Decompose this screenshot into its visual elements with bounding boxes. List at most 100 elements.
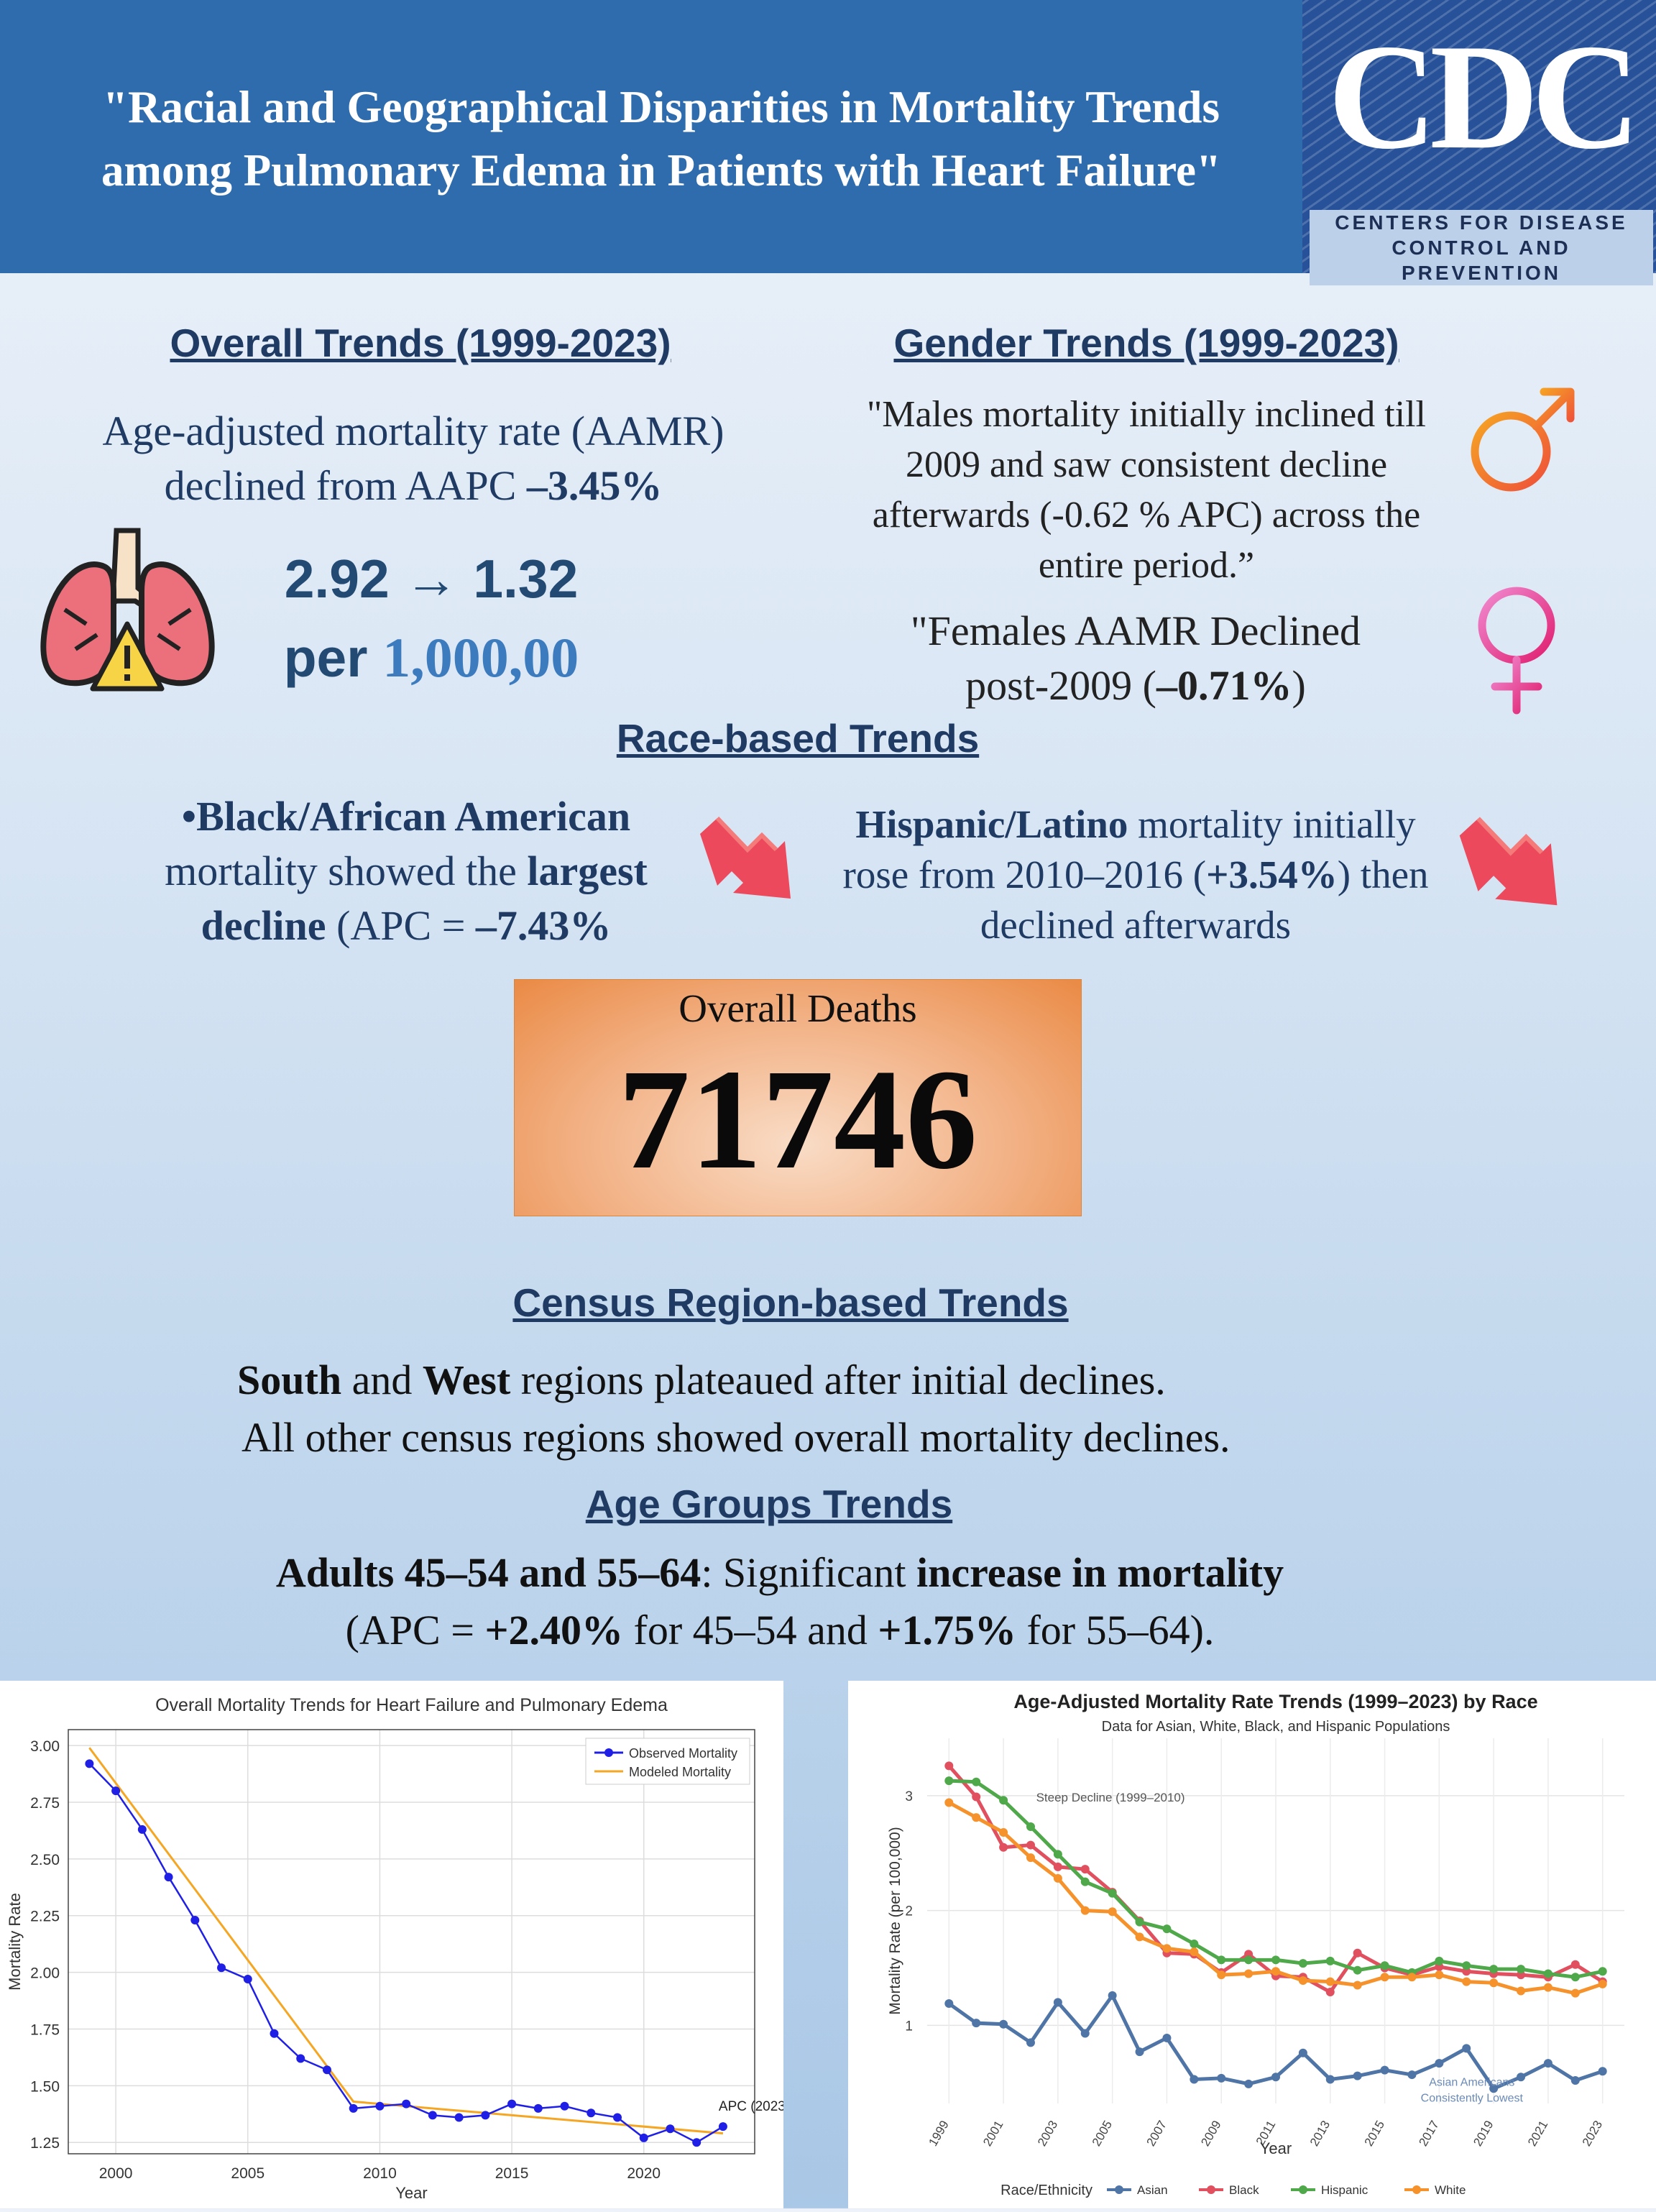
male-line-2: 2009 and saw consistent decline: [905, 444, 1388, 485]
chart2-point-asian: [1435, 2059, 1444, 2068]
chart1-ytick-label: 2.50: [30, 1852, 60, 1868]
male-line-4: entire period.”: [1038, 545, 1255, 586]
chart2-xtick-label: 2021: [1525, 2119, 1550, 2149]
chart2-point-white: [999, 1827, 1008, 1837]
census-trends-text: South and West regions plateaued after i…: [237, 1351, 1459, 1467]
chart2-point-asian: [1244, 2079, 1254, 2088]
chart2-xtick-label: 2023: [1580, 2119, 1605, 2149]
chart1-observed-point: [349, 2103, 358, 2113]
age-apc-45: +2.40%: [484, 1607, 624, 1653]
chart1-legend-observed-marker: [604, 1748, 613, 1757]
chart2-point-white: [1108, 1907, 1117, 1917]
census-line-1-rest: regions plateaued after initial declines…: [510, 1357, 1166, 1403]
census-and: and: [341, 1357, 423, 1403]
census-trends-heading: Census Region-based Trends: [512, 1280, 1069, 1325]
female-symbol-icon: [1478, 587, 1555, 715]
chart1-title: Overall Mortality Trends for Heart Failu…: [155, 1695, 668, 1715]
chart2-xtick-label: 2001: [980, 2119, 1006, 2149]
chart1-observed-point: [375, 2101, 385, 2111]
hisp-line-1: Hispanic/Latino mortality initially: [812, 799, 1459, 850]
chart2-legend-label-white: White: [1435, 2183, 1466, 2197]
chart2-xtick-label: 2009: [1198, 2119, 1223, 2149]
chart2-legend-marker-hispanic: [1299, 2185, 1307, 2194]
chart2-ytick-label: 2: [905, 1904, 913, 1919]
chart2-point-hispanic: [1517, 1965, 1526, 1974]
chart2-point-asian: [1080, 2029, 1090, 2038]
chart1-ytick-label: 2.00: [30, 1965, 60, 1982]
cdc-sub-line-1: Centers for Disease: [1335, 211, 1628, 234]
chart1-observed-point: [718, 2122, 727, 2131]
female-trend-text: "Females AAMR Declined post-2009 (–0.71%…: [834, 604, 1438, 713]
chart2-point-white: [1080, 1906, 1090, 1915]
chart2-point-hispanic: [1108, 1889, 1117, 1898]
chart2-point-white: [972, 1813, 981, 1822]
chart2-point-asian: [999, 2019, 1008, 2029]
chart2-xtick-label: 2003: [1035, 2119, 1060, 2149]
chart1-legend-box: [585, 1738, 750, 1785]
chart2-point-black: [1080, 1865, 1090, 1874]
black-line-2-text: mortality showed the: [165, 848, 528, 894]
chart2-point-asian: [1135, 2047, 1144, 2057]
chart2-point-hispanic: [1026, 1822, 1035, 1832]
male-line-3: afterwards (-0.62 % APC) across the: [872, 495, 1421, 536]
chart2-ylabel: Mortality Rate (per 100,000): [887, 1827, 903, 2014]
chart1-ytick-label: 2.75: [30, 1795, 60, 1812]
chart2-point-asian: [1162, 2033, 1172, 2042]
chart1-xtick-label: 2000: [99, 2165, 133, 2182]
chart2-point-asian: [1353, 2071, 1362, 2080]
chart2-xtick-label: 1999: [926, 2119, 951, 2149]
chart1-xtick-label: 2020: [627, 2165, 661, 2182]
chart1-observed-point: [560, 2101, 569, 2111]
chart2-point-white: [1489, 1978, 1499, 1988]
chart2-point-black: [972, 1792, 981, 1802]
black-line-2: mortality showed the largest: [108, 844, 704, 899]
chart2-annotation-steep: Steep Decline (1999–2010): [1036, 1791, 1185, 1804]
chart2-point-hispanic: [1489, 1965, 1499, 1974]
chart2-point-asian: [1570, 2076, 1580, 2085]
cdc-logo-subtitle: Centers for Disease Control and Preventi…: [1310, 210, 1653, 285]
black-decline: decline: [201, 902, 326, 949]
female-line-1: "Females AAMR Declined: [910, 607, 1361, 654]
decline-arrow-icon: [700, 816, 791, 899]
chart2-point-white: [1271, 1967, 1280, 1976]
overall-trends-text: Age-adjusted mortality rate (AAMR) decli…: [43, 404, 783, 513]
chart2-xtick-label: 2017: [1416, 2119, 1441, 2149]
chart2-point-asian: [1598, 2067, 1607, 2076]
chart1-observed-point: [243, 1975, 252, 1984]
chart1-ytick-label: 2.25: [30, 1909, 60, 1925]
overall-line-1: Age-adjusted mortality rate (AAMR): [102, 408, 724, 454]
chart2-point-white: [1217, 1970, 1226, 1980]
chart1-ytick-label: 1.75: [30, 2021, 60, 2038]
hisp-label: Hispanic/Latino: [855, 802, 1128, 846]
aamr-change: 2.92 → 1.32: [284, 549, 579, 609]
hisp-line-2: rose from 2010–2016 (+3.54%) then: [812, 850, 1459, 900]
chart1-annotation: APC (2023): -0.7381: [719, 2099, 783, 2114]
chart1-observed-point: [666, 2124, 675, 2134]
chart2-point-hispanic: [1353, 1965, 1362, 1975]
chart2-legend-marker-black: [1207, 2185, 1215, 2194]
chart2-ytick-label: 1: [905, 2019, 913, 2034]
chart1-observed-point: [270, 2029, 279, 2038]
chart2-point-asian: [1462, 2044, 1471, 2053]
age-trends-heading: Age Groups Trends: [585, 1482, 953, 1526]
chart2-point-hispanic: [944, 1776, 954, 1786]
chart2-point-black: [1325, 1988, 1335, 1997]
chart2-point-hispanic: [1298, 1959, 1307, 1968]
chart1-observed-point: [454, 2113, 464, 2122]
overall-trends-heading: Overall Trends (1999-2023): [170, 321, 671, 365]
chart2-point-white: [1135, 1932, 1144, 1942]
chart2-point-hispanic: [1598, 1967, 1607, 1976]
female-label: post-2009 (: [965, 662, 1156, 709]
hisp-line-1-text: mortality initially: [1128, 802, 1416, 846]
female-line-2: post-2009 (–0.71%): [834, 658, 1438, 713]
age-trends-text: Adults 45–54 and 55–64: Significant incr…: [58, 1544, 1502, 1659]
chart1-observed-point: [111, 1786, 121, 1796]
black-largest: largest: [527, 848, 648, 894]
race-mortality-chart: Age-Adjusted Mortality Rate Trends (1999…: [887, 1691, 1624, 2198]
age-apc-55: +1.75%: [878, 1607, 1016, 1653]
race-trends-heading: Race-based Trends: [616, 716, 980, 761]
chart2-point-hispanic: [1162, 1924, 1172, 1934]
chart2-point-white: [1244, 1969, 1254, 1978]
chart2-point-asian: [1543, 2059, 1552, 2068]
chart1-xtick-label: 2015: [495, 2165, 529, 2182]
